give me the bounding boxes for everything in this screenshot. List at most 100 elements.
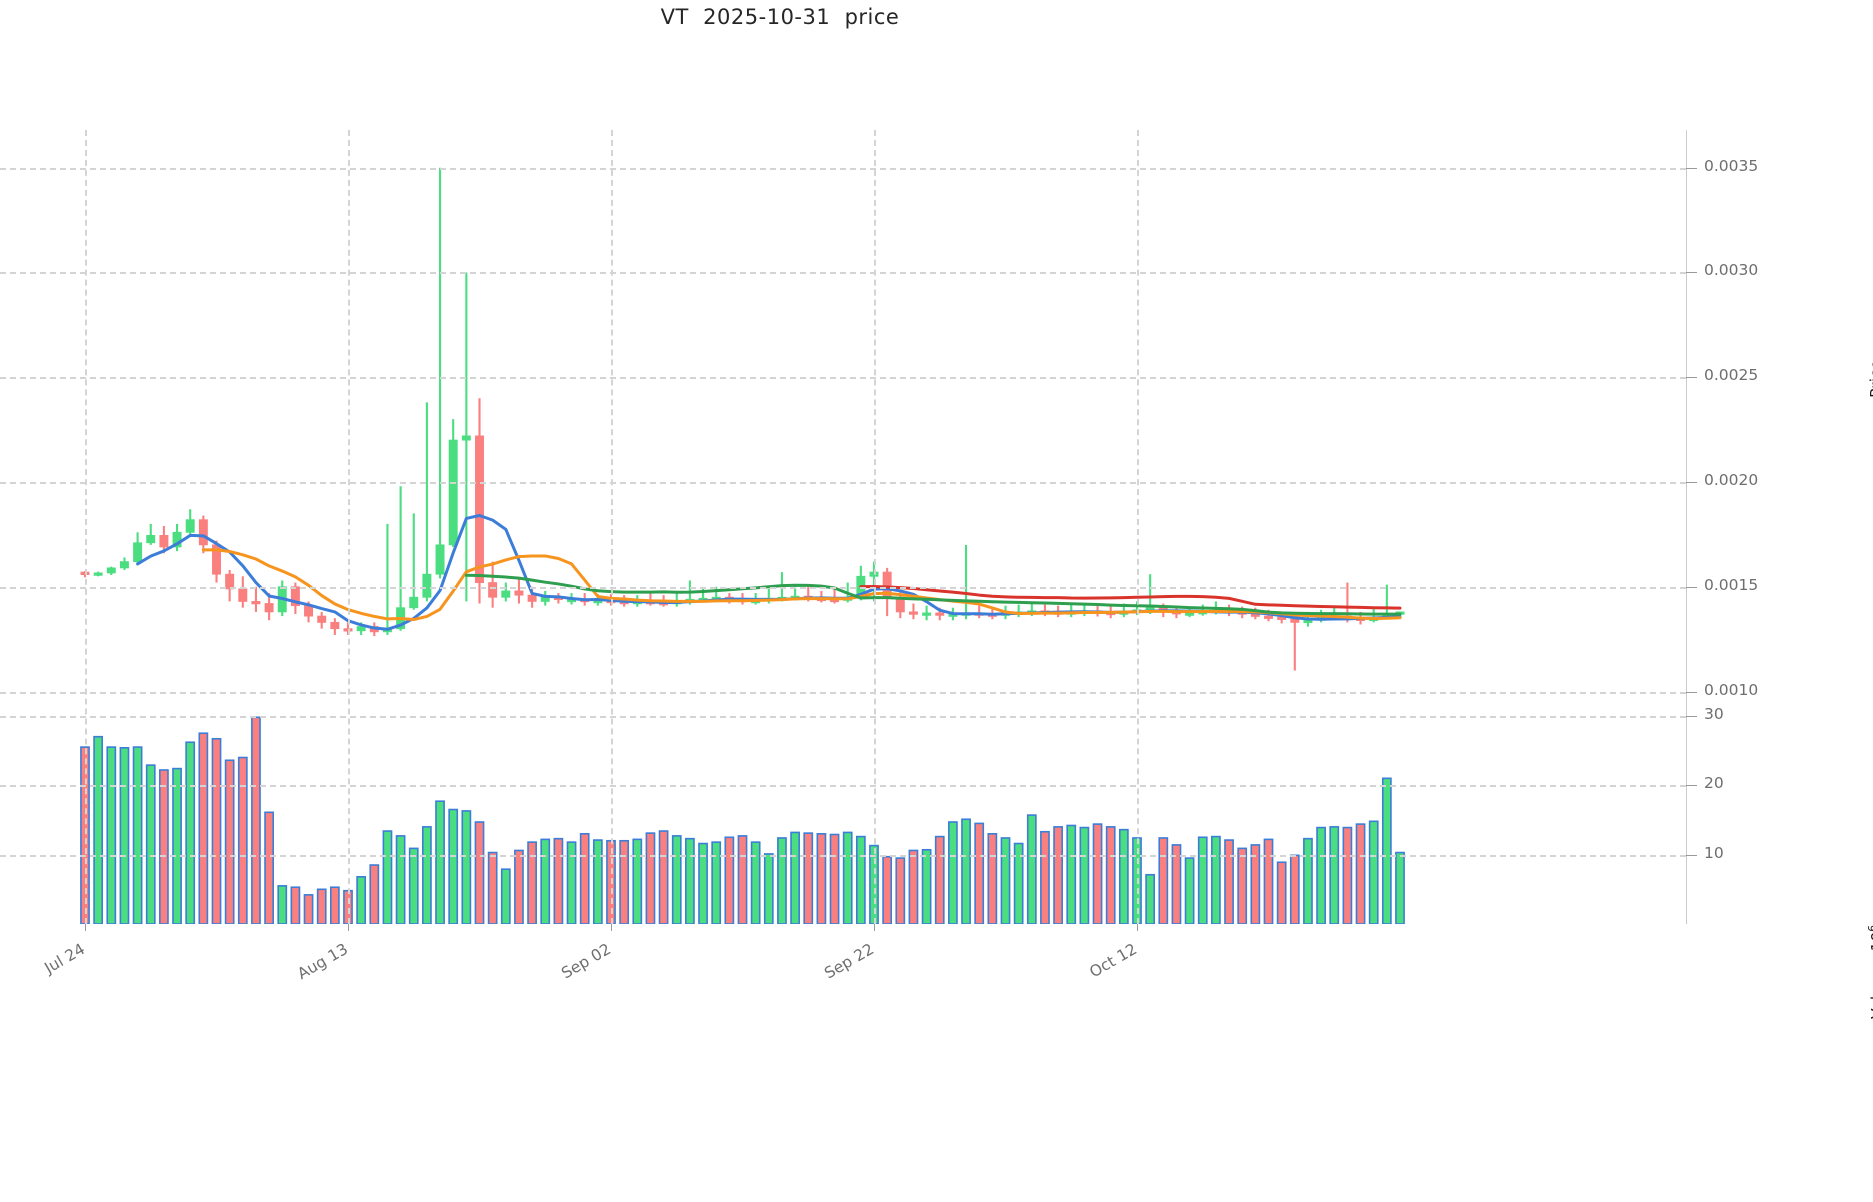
volume-bar bbox=[119, 746, 130, 924]
volume-bar bbox=[1105, 826, 1116, 924]
volume-bar bbox=[93, 735, 104, 924]
candlestick bbox=[396, 486, 406, 631]
volume-axis-label-text: Volume bbox=[1868, 961, 1873, 1019]
volume-bar bbox=[619, 839, 630, 924]
volume-bar bbox=[671, 835, 682, 924]
volume-bar bbox=[1342, 826, 1353, 924]
volume-bar bbox=[224, 759, 235, 924]
date-gridline bbox=[348, 130, 350, 924]
volume-bar bbox=[579, 833, 590, 924]
volume-bar bbox=[1263, 838, 1274, 924]
candlestick bbox=[119, 557, 129, 570]
date-tick-mark bbox=[85, 924, 86, 931]
volume-bar bbox=[632, 838, 643, 924]
volume-bar bbox=[1026, 814, 1037, 924]
price-tick-label: 0.0010 bbox=[1704, 680, 1759, 699]
candlestick bbox=[461, 272, 471, 602]
volume-bar bbox=[1145, 873, 1156, 924]
volume-bar bbox=[145, 764, 156, 924]
candlestick bbox=[330, 618, 340, 635]
volume-bar bbox=[369, 864, 380, 924]
candlestick bbox=[961, 544, 971, 620]
volume-bar bbox=[132, 746, 143, 924]
date-tick-label: Jul 24 bbox=[41, 940, 88, 978]
volume-bar bbox=[553, 837, 564, 924]
right-axis-spine bbox=[1686, 130, 1687, 924]
date-gridline bbox=[611, 130, 613, 924]
candlestick bbox=[93, 571, 103, 577]
volume-bar bbox=[303, 894, 314, 924]
candlestick bbox=[908, 603, 918, 620]
volume-bar bbox=[711, 841, 722, 924]
volume-bar bbox=[974, 822, 985, 924]
volume-chart-panel bbox=[0, 702, 1686, 924]
candlestick bbox=[238, 576, 248, 608]
volume-bar bbox=[159, 769, 169, 924]
date-tick-mark bbox=[348, 924, 349, 931]
volume-bar bbox=[790, 831, 800, 924]
volume-bar bbox=[1118, 828, 1129, 924]
moving-average-line bbox=[201, 548, 1402, 622]
candlestick bbox=[488, 561, 498, 608]
candlestick bbox=[317, 611, 327, 629]
date-tick-mark bbox=[1137, 924, 1138, 931]
volume-bar bbox=[934, 835, 945, 924]
price-gridline bbox=[0, 167, 1686, 170]
volume-bar bbox=[408, 847, 419, 924]
candlestick bbox=[251, 586, 261, 612]
volume-bar bbox=[855, 835, 866, 924]
candlestick bbox=[514, 578, 524, 604]
volume-bar bbox=[316, 888, 327, 924]
volume-bar bbox=[1381, 777, 1392, 924]
candlestick bbox=[501, 582, 511, 602]
price-tick-label: 0.0035 bbox=[1704, 156, 1759, 175]
volume-bar bbox=[777, 837, 787, 924]
volume-bar bbox=[1053, 826, 1063, 924]
volume-bar bbox=[816, 833, 827, 924]
volume-bar bbox=[1224, 839, 1234, 924]
volume-bar bbox=[566, 841, 577, 924]
price-tick-label: 0.0015 bbox=[1704, 575, 1759, 594]
candlestick bbox=[1290, 614, 1300, 671]
volume-bar bbox=[763, 853, 774, 924]
candlestick bbox=[422, 402, 432, 602]
volume-bar bbox=[1355, 823, 1366, 924]
volume-bar bbox=[882, 855, 893, 924]
price-chart-panel bbox=[0, 130, 1686, 702]
volume-bar bbox=[685, 837, 695, 924]
volume-tick-label: 10 bbox=[1704, 843, 1724, 862]
candlestick bbox=[106, 566, 116, 576]
volume-bar bbox=[527, 841, 537, 924]
volume-bar bbox=[356, 876, 367, 924]
volume-gridline bbox=[0, 715, 1686, 718]
candlestick bbox=[1014, 604, 1024, 618]
price-tick-mark bbox=[1686, 482, 1697, 483]
volume-bar bbox=[1211, 835, 1221, 924]
moving-average-line bbox=[464, 573, 1402, 616]
date-tick-label: Aug 13 bbox=[294, 940, 351, 984]
date-gridline bbox=[1137, 130, 1139, 924]
candlestick bbox=[185, 509, 195, 537]
volume-bar bbox=[1276, 861, 1287, 924]
date-tick-label: Sep 22 bbox=[821, 940, 877, 983]
candlestick bbox=[146, 523, 156, 545]
candlestick bbox=[540, 590, 550, 606]
volume-bar bbox=[251, 716, 261, 924]
price-tick-mark bbox=[1686, 272, 1697, 274]
candlestick bbox=[159, 526, 169, 554]
volume-bar bbox=[1395, 851, 1405, 924]
price-axis-label: Price bbox=[1867, 360, 1873, 398]
volume-bar bbox=[1066, 824, 1077, 924]
price-gridline bbox=[0, 691, 1686, 694]
price-gridline bbox=[0, 272, 1686, 275]
date-tick-mark bbox=[611, 924, 612, 931]
volume-gridline bbox=[0, 854, 1686, 857]
volume-tick-label: 30 bbox=[1704, 704, 1724, 723]
volume-bar bbox=[1250, 844, 1261, 924]
volume-bar bbox=[895, 857, 906, 924]
price-tick-label: 0.0020 bbox=[1704, 471, 1759, 489]
volume-bar bbox=[448, 808, 459, 924]
volume-bar bbox=[290, 886, 301, 924]
volume-tick-label: 20 bbox=[1704, 774, 1724, 793]
candlestick bbox=[133, 532, 143, 564]
